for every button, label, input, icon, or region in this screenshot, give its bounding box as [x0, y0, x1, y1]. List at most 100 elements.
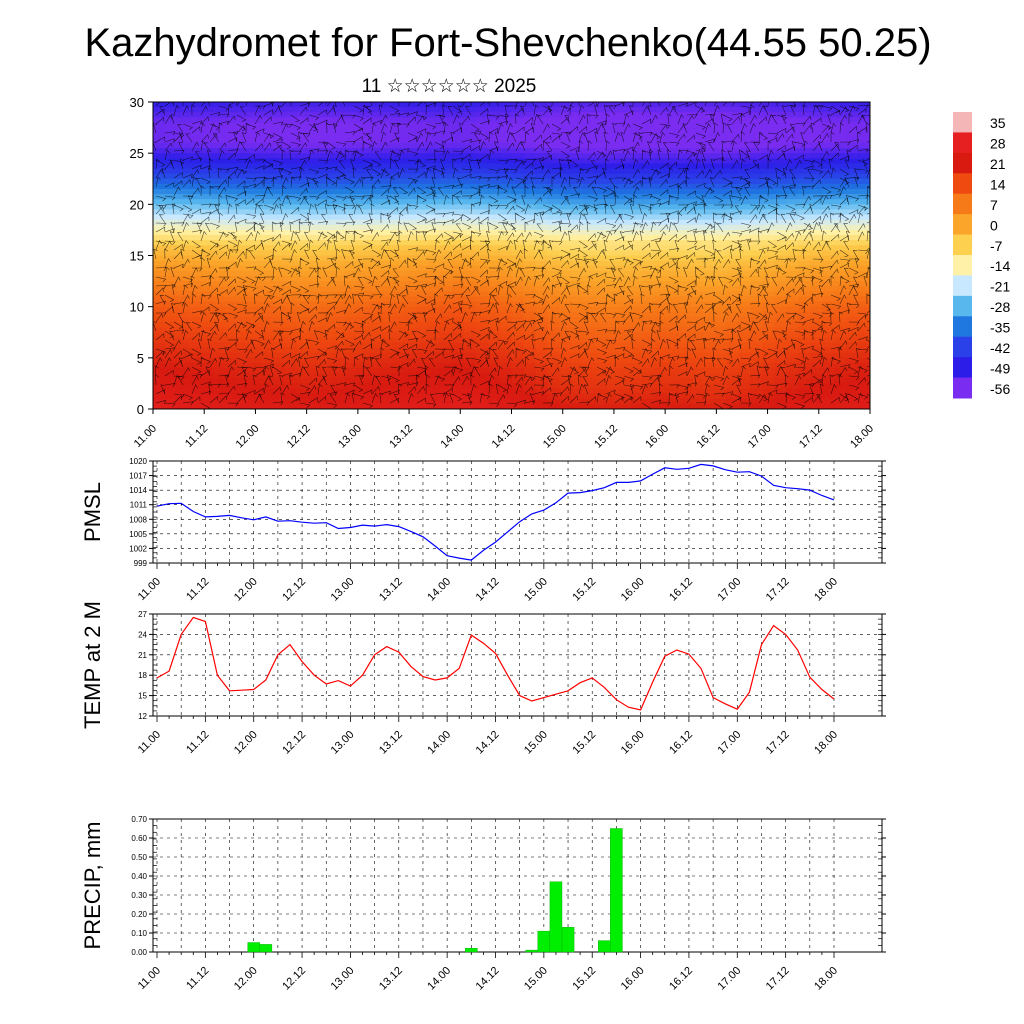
- field-cell: [631, 265, 644, 272]
- wind-barb: [333, 122, 338, 134]
- wind-barb: [794, 154, 805, 161]
- field-cell: [559, 219, 572, 226]
- wind-barb: [567, 158, 572, 170]
- field-cell: [380, 281, 393, 287]
- field-cell: [619, 173, 632, 180]
- wind-barb: [722, 114, 733, 122]
- field-cell: [571, 168, 584, 175]
- wind-barb: [752, 160, 760, 170]
- field-cell: [260, 342, 274, 349]
- field-cell: [750, 199, 764, 205]
- field-cell: [332, 398, 345, 405]
- field-cell: [654, 107, 668, 113]
- field-cell: [762, 347, 775, 354]
- wind-barb: [731, 186, 743, 192]
- wind-barb: [241, 132, 247, 143]
- wind-barb: [578, 114, 586, 125]
- field-cell: [631, 378, 644, 385]
- field-cell: [834, 168, 847, 175]
- field-cell: [678, 357, 692, 364]
- field-cell: [654, 158, 668, 164]
- field-cell: [164, 373, 178, 379]
- field-cell: [224, 322, 238, 328]
- field-cell: [153, 368, 166, 374]
- wind-barb: [775, 212, 780, 224]
- wind-barb: [704, 186, 713, 197]
- field-cell: [212, 240, 226, 246]
- field-cell: [654, 229, 668, 236]
- wind-barb: [407, 177, 419, 184]
- field-cell: [344, 327, 357, 333]
- wind-barb: [839, 141, 851, 146]
- field-cell: [176, 275, 190, 282]
- field-cell: [654, 327, 668, 333]
- wind-barb: [740, 123, 748, 134]
- wind-barb: [371, 185, 376, 197]
- wind-barb: [308, 123, 316, 134]
- wind-barb: [830, 212, 835, 224]
- field-cell: [858, 168, 870, 175]
- field-cell: [774, 368, 787, 374]
- field-cell: [774, 306, 787, 313]
- wind-barb: [194, 151, 202, 161]
- field-cell: [380, 229, 393, 236]
- wind-barb: [767, 102, 769, 107]
- wind-barb: [722, 182, 733, 188]
- field-cell: [834, 158, 847, 164]
- field-cell: [451, 245, 465, 251]
- field-cell: [164, 117, 178, 124]
- field-cell: [810, 260, 823, 267]
- field-cell: [296, 194, 309, 200]
- field-cell: [392, 250, 405, 257]
- field-cell: [188, 102, 202, 108]
- field-cell: [236, 347, 250, 354]
- field-cell: [356, 337, 369, 344]
- wind-barb: [713, 169, 722, 179]
- field-cell: [631, 178, 644, 185]
- field-cell: [344, 132, 357, 139]
- wind-barb: [767, 132, 779, 138]
- field-cell: [368, 199, 381, 205]
- field-cell: [439, 301, 453, 308]
- wind-barb: [785, 159, 793, 170]
- field-cell: [451, 337, 465, 344]
- field-cell: [834, 393, 847, 400]
- field-cell: [356, 142, 369, 149]
- field-cell: [403, 132, 417, 139]
- field-cell: [535, 188, 548, 195]
- wind-barb: [524, 116, 534, 125]
- field-cell: [451, 281, 465, 287]
- field-cell: [547, 168, 560, 175]
- wind-barb: [158, 205, 166, 215]
- field-cell: [224, 240, 238, 246]
- field-cell: [619, 204, 632, 211]
- field-cell: [451, 255, 465, 262]
- wind-barb: [353, 150, 364, 158]
- wind-barb: [487, 221, 492, 233]
- wind-barb: [729, 212, 734, 224]
- field-cell: [499, 373, 513, 379]
- field-cell: [188, 229, 202, 236]
- field-cell: [726, 240, 740, 246]
- wind-barb: [731, 159, 739, 170]
- field-cell: [236, 362, 250, 369]
- field-cell: [810, 403, 823, 409]
- field-cell: [392, 188, 405, 195]
- field-cell: [200, 327, 214, 333]
- field-cell: [392, 286, 405, 292]
- wind-barb: [659, 124, 668, 134]
- field-cell: [714, 306, 728, 313]
- field-cell: [308, 112, 321, 118]
- field-cell: [380, 296, 393, 303]
- field-cell: [439, 347, 453, 354]
- field-cell: [702, 311, 716, 318]
- field-cell: [224, 245, 238, 251]
- field-cell: [499, 250, 513, 257]
- field-cell: [487, 168, 501, 175]
- field-cell: [463, 362, 477, 369]
- field-cell: [260, 229, 274, 236]
- field-cell: [487, 178, 501, 185]
- wind-barb: [551, 204, 562, 213]
- wind-barb: [308, 114, 320, 121]
- wind-barb: [470, 175, 482, 180]
